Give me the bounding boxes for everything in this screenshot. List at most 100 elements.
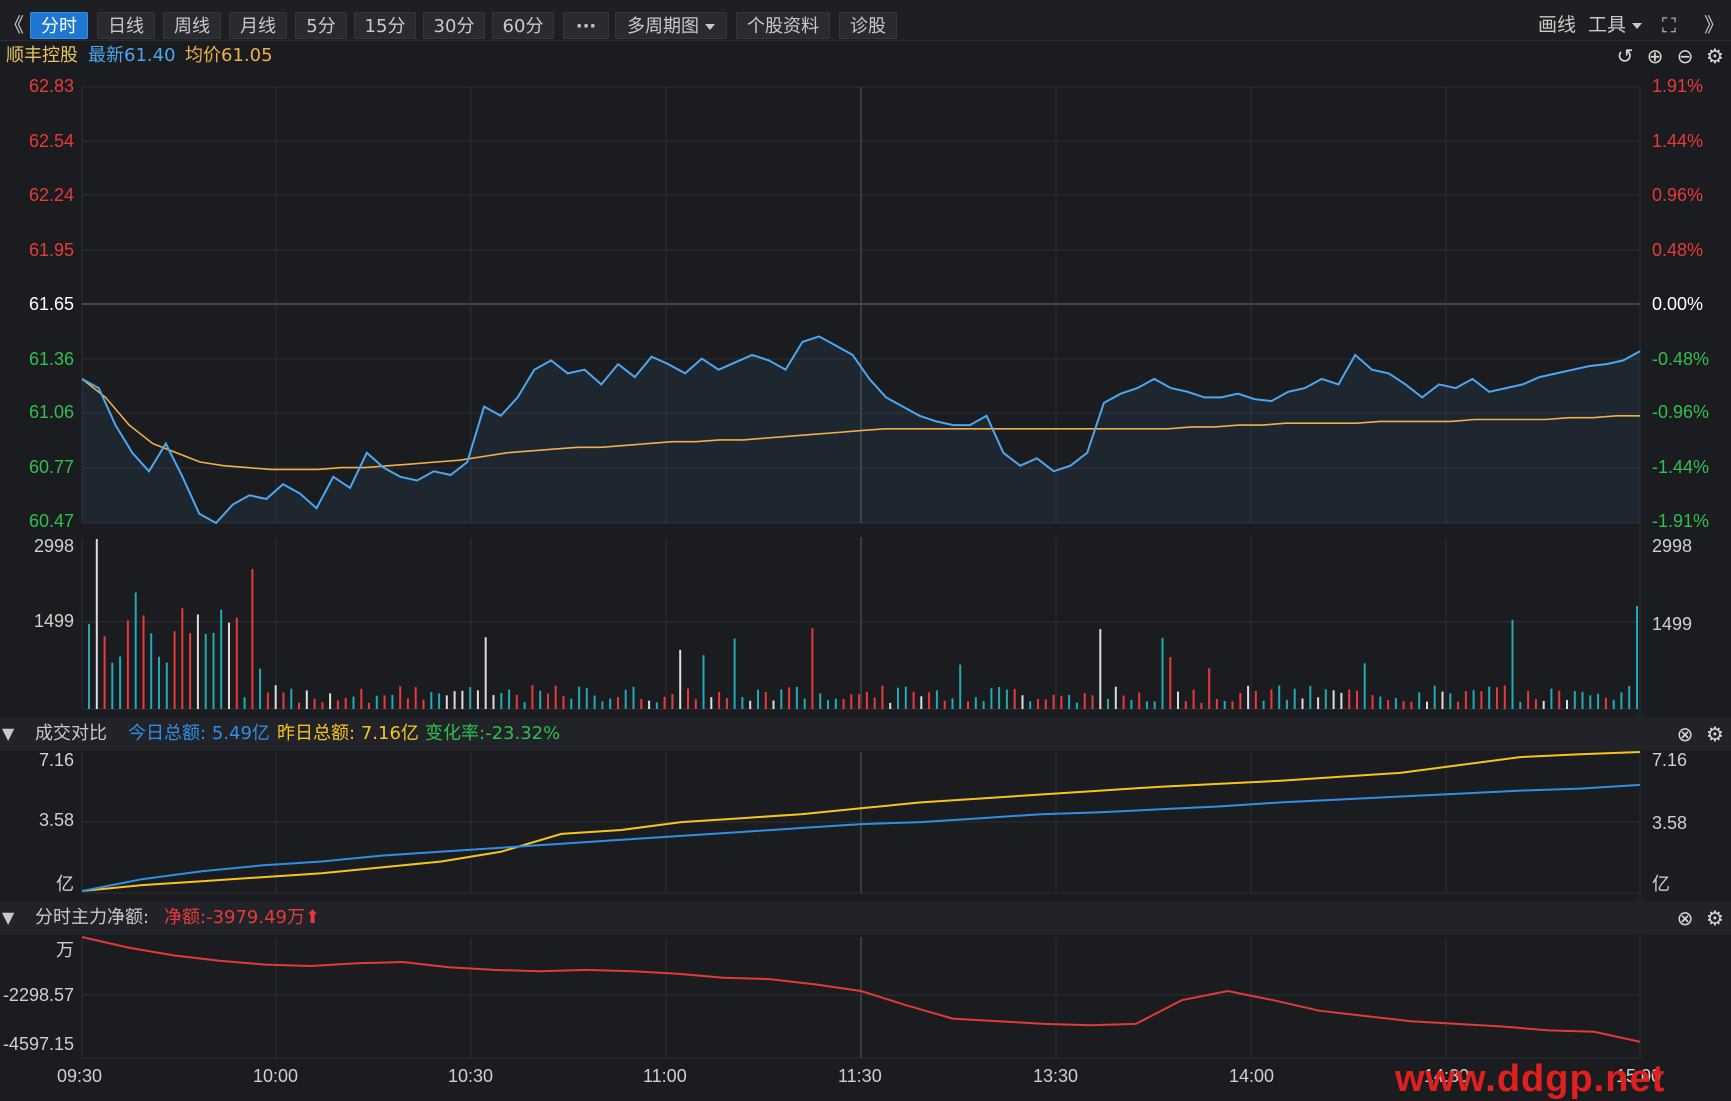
volume-bar: [733, 638, 736, 709]
volume-bar: [593, 695, 596, 709]
volume-bar: [819, 693, 822, 709]
today-total-value: 5.49亿: [211, 723, 270, 744]
price-area-fill: [82, 336, 1640, 523]
zoom-in-icon[interactable]: ⊕: [1646, 44, 1664, 68]
collapse-panel-icon[interactable]: ▼: [2, 908, 15, 927]
tab-daily[interactable]: 日线: [97, 12, 155, 39]
panel-settings-icon[interactable]: ⚙: [1706, 722, 1724, 746]
volume-bar: [1317, 697, 1320, 709]
draw-line-button[interactable]: 画线: [1538, 14, 1577, 36]
time-tick: 11:30: [838, 1066, 882, 1086]
volume-bar: [515, 695, 518, 709]
volume-bar: [998, 687, 1001, 709]
volume-bar: [313, 698, 316, 709]
volume-bar: [321, 702, 324, 709]
percent-tick: -1.44%: [1652, 457, 1710, 477]
mainforce-tick: -2298.57: [2, 985, 74, 1005]
volume-bar: [220, 609, 223, 709]
tab-30min[interactable]: 30分: [423, 12, 485, 39]
volume-bar: [344, 698, 347, 709]
change-rate: 变化率:-23.32%: [425, 717, 560, 751]
volume-bar: [1223, 700, 1226, 709]
volume-bar: [88, 624, 90, 709]
collapse-panel-icon[interactable]: ▼: [2, 724, 15, 743]
fullscreen-icon[interactable]: ⛶: [1662, 13, 1676, 37]
collapse-right-icon[interactable]: 》: [1704, 13, 1724, 37]
volume-bar: [360, 688, 363, 709]
volume-bar: [508, 689, 511, 709]
volume-bar: [1037, 699, 1039, 709]
volume-bar: [959, 664, 962, 709]
tab-5min[interactable]: 5分: [295, 12, 347, 39]
volume-bar: [383, 695, 386, 709]
volume-bar: [578, 686, 581, 709]
volume-bar: [1278, 685, 1281, 709]
volume-bar: [111, 662, 114, 709]
volume-bar: [1371, 695, 1374, 709]
multi-period-button[interactable]: 多周期图: [615, 12, 727, 39]
volume-bar: [1573, 691, 1576, 709]
panel-settings-icon[interactable]: ⚙: [1706, 906, 1724, 930]
volume-bar: [928, 692, 931, 709]
time-tick: 13:30: [1033, 1066, 1079, 1086]
volume-bar: [500, 693, 503, 709]
volume-bar: [935, 690, 938, 709]
volume-bar: [266, 692, 269, 709]
volume-bar: [547, 693, 549, 709]
tools-button[interactable]: 工具: [1588, 12, 1643, 39]
today-total-label: 今日总额:: [128, 723, 207, 744]
chevron-down-icon: [1632, 22, 1643, 29]
volume-bar: [1348, 689, 1351, 709]
latest-value: 61.40: [124, 45, 176, 66]
volume-bar: [803, 698, 806, 709]
price-tick: 61.36: [28, 349, 74, 369]
volume-bar: [1387, 700, 1390, 709]
tab-weekly[interactable]: 周线: [163, 12, 221, 39]
volume-bar: [1519, 702, 1522, 709]
volume-bar: [1021, 695, 1024, 709]
close-panel-icon[interactable]: ⊗: [1676, 906, 1694, 930]
percent-tick: 0.96%: [1652, 185, 1704, 205]
more-tabs-button[interactable]: ···: [563, 12, 609, 39]
yesterday-total-label: 昨日总额:: [277, 723, 356, 744]
volume-bar: [1099, 629, 1102, 709]
tab-15min[interactable]: 15分: [354, 12, 416, 39]
volume-bar: [1153, 701, 1156, 709]
time-tick: 10:30: [448, 1066, 494, 1086]
volume-bar: [1177, 691, 1179, 709]
volume-bar: [601, 701, 604, 709]
volume-bar: [679, 649, 682, 709]
volume-bar: [414, 687, 417, 709]
volume-bar: [795, 687, 798, 709]
yesterday-turnover-line: [81, 751, 1641, 892]
settings-gear-icon[interactable]: ⚙: [1706, 44, 1724, 68]
volume-bar: [142, 615, 145, 709]
volume-bar: [967, 701, 969, 709]
volume-bar: [897, 687, 899, 709]
volume-bar: [757, 689, 759, 709]
tab-monthly[interactable]: 月线: [229, 12, 287, 39]
time-tick: 09:30: [57, 1066, 103, 1086]
stock-profile-button[interactable]: 个股资料: [736, 12, 830, 39]
diagnose-button[interactable]: 诊股: [839, 12, 897, 39]
volume-bar: [1581, 691, 1584, 709]
reset-icon[interactable]: ↺: [1616, 44, 1634, 68]
avg-value: 61.05: [221, 45, 273, 66]
volume-bar: [687, 688, 689, 709]
volume-bar: [1394, 698, 1397, 709]
yesterday-total-value: 7.16亿: [360, 723, 419, 744]
zoom-out-icon[interactable]: ⊖: [1676, 44, 1694, 68]
time-tick: 11:00: [643, 1066, 687, 1086]
volume-bar: [368, 703, 370, 709]
price-tick: 62.54: [28, 131, 74, 151]
time-tick: 15:00: [1616, 1066, 1662, 1086]
volume-bar: [702, 655, 705, 709]
volume-bar: [484, 637, 487, 709]
tab-fenshi[interactable]: 分时: [30, 12, 88, 39]
volume-bar: [1309, 685, 1312, 709]
tab-60min[interactable]: 60分: [492, 12, 554, 39]
volume-bar: [943, 700, 946, 709]
close-panel-icon[interactable]: ⊗: [1676, 722, 1694, 746]
collapse-left-icon[interactable]: 《: [4, 13, 24, 37]
